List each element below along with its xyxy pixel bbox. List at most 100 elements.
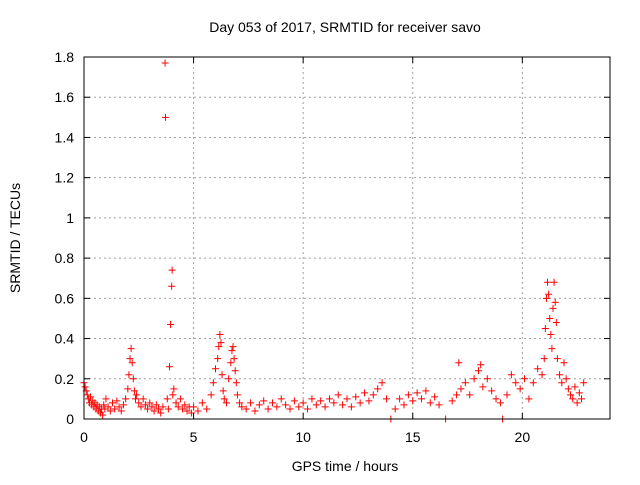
data-point: [100, 401, 108, 409]
data-point: [558, 379, 566, 387]
data-point: [115, 403, 123, 411]
data-point: [122, 395, 130, 403]
data-point: [169, 391, 177, 399]
data-point: [277, 395, 285, 403]
data-point: [111, 405, 119, 413]
data-point: [571, 383, 579, 391]
x-tick-label: 20: [515, 429, 531, 445]
data-point: [232, 379, 240, 387]
data-point: [321, 403, 329, 411]
data-point: [220, 395, 228, 403]
points-layer: [80, 59, 588, 423]
data-point: [334, 391, 342, 399]
data-point: [512, 379, 520, 387]
data-point: [544, 278, 552, 286]
y-tick-label: 1.4: [55, 129, 75, 145]
data-point: [167, 320, 175, 328]
data-point: [117, 407, 125, 415]
data-point: [549, 304, 557, 312]
data-point: [132, 395, 140, 403]
data-point: [255, 401, 263, 409]
data-point: [330, 399, 338, 407]
data-point: [161, 59, 169, 67]
data-point: [219, 387, 227, 395]
data-point: [541, 325, 549, 332]
data-point: [461, 379, 469, 387]
data-point: [374, 385, 382, 393]
data-point: [538, 371, 546, 379]
data-point: [282, 401, 290, 409]
data-point: [304, 405, 312, 413]
data-point: [216, 331, 224, 339]
data-point: [125, 371, 133, 379]
data-point: [168, 266, 176, 274]
data-point: [179, 405, 187, 413]
data-point: [488, 387, 496, 395]
data-point: [227, 359, 235, 367]
data-point: [106, 407, 114, 415]
data-point: [141, 401, 149, 409]
data-point: [102, 395, 110, 403]
data-point: [222, 399, 230, 407]
data-point: [190, 403, 198, 411]
data-point: [146, 399, 154, 407]
y-tick-label: 0.4: [55, 331, 75, 347]
data-point: [299, 399, 307, 407]
data-point: [87, 393, 95, 401]
data-point: [496, 399, 504, 407]
data-point: [129, 375, 137, 383]
data-point: [479, 383, 487, 391]
data-point: [396, 395, 404, 403]
data-point: [231, 367, 239, 375]
data-point: [162, 113, 170, 121]
data-point: [157, 409, 165, 417]
x-tick-label: 15: [405, 429, 421, 445]
data-point: [483, 375, 491, 383]
data-point: [552, 318, 560, 326]
data-point: [187, 409, 195, 417]
data-point: [268, 399, 276, 407]
data-point: [550, 278, 558, 286]
data-point: [130, 387, 138, 395]
data-point: [365, 397, 373, 405]
data-point: [413, 389, 421, 397]
data-point: [525, 395, 533, 403]
data-point: [212, 365, 219, 373]
data-point: [225, 375, 233, 383]
data-point: [534, 365, 542, 373]
data-point: [391, 405, 399, 413]
data-point: [507, 371, 515, 379]
data-point: [503, 391, 511, 399]
data-point: [150, 407, 158, 415]
data-point: [228, 347, 236, 355]
data-point: [273, 403, 281, 411]
data-point: [137, 403, 145, 411]
data-point: [148, 403, 156, 411]
data-point: [546, 314, 554, 322]
y-tick-label: 0.2: [55, 371, 75, 387]
x-tick-label: 5: [190, 429, 198, 445]
plot-frame: [83, 56, 611, 420]
data-point: [521, 375, 529, 383]
data-point: [325, 395, 333, 403]
data-point: [236, 399, 244, 407]
data-point: [567, 391, 575, 399]
data-point: [540, 355, 548, 363]
data-point: [135, 399, 143, 407]
data-point: [295, 403, 303, 411]
data-point: [431, 393, 439, 401]
data-point: [159, 403, 167, 411]
data-point: [560, 359, 568, 367]
x-tick-label: 10: [295, 429, 311, 445]
data-point: [170, 385, 178, 393]
data-point: [247, 399, 255, 407]
data-point: [356, 399, 364, 407]
data-point: [404, 391, 412, 399]
data-point: [174, 403, 182, 411]
data-point: [361, 389, 369, 397]
y-tick-label: 1.6: [55, 89, 75, 105]
data-point: [163, 395, 171, 403]
data-point: [529, 379, 537, 387]
data-point: [242, 405, 250, 413]
data-point: [564, 385, 572, 393]
